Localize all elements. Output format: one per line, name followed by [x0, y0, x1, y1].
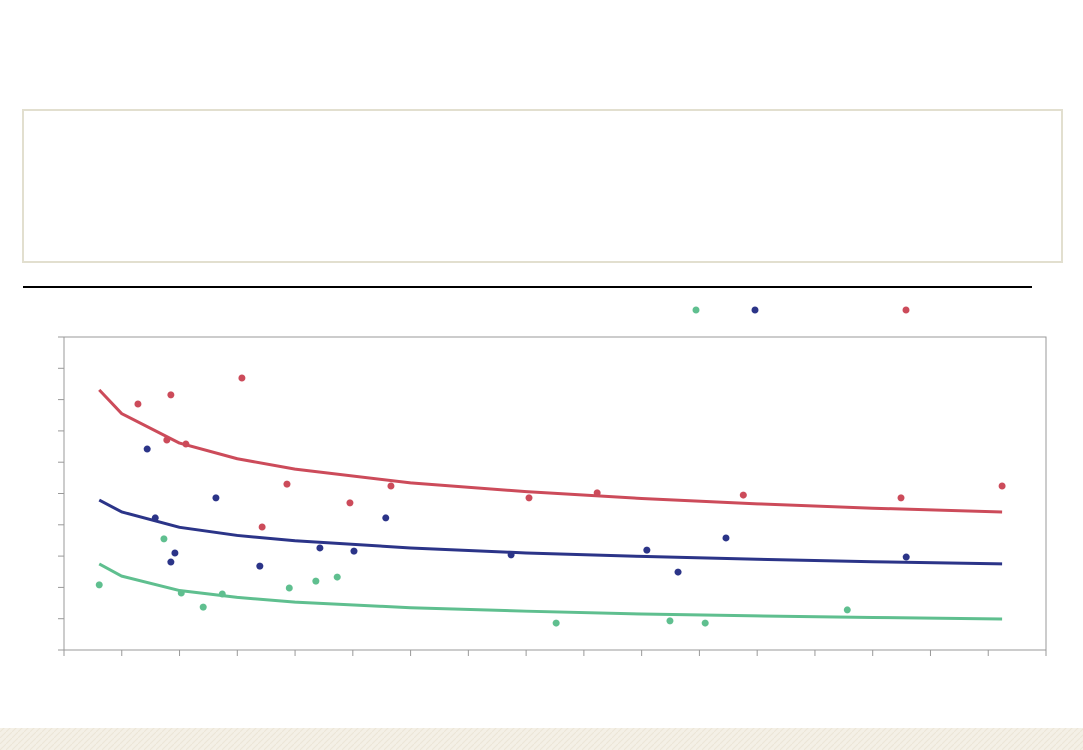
point [199, 603, 207, 611]
point [346, 499, 354, 507]
trend-line [98, 498, 1003, 566]
point [387, 482, 395, 490]
header-box [22, 109, 1063, 263]
point [160, 535, 168, 543]
point [134, 400, 142, 408]
point [674, 568, 682, 576]
point [998, 482, 1006, 490]
point [171, 549, 179, 557]
point [285, 584, 293, 592]
point [167, 391, 175, 399]
point [525, 494, 533, 502]
trend-line [98, 388, 1003, 514]
point [739, 491, 747, 499]
point [212, 494, 220, 502]
point [167, 558, 175, 566]
point [902, 553, 910, 561]
point [238, 374, 246, 382]
point [95, 581, 103, 589]
point [382, 514, 390, 522]
point [312, 577, 320, 585]
point [897, 494, 905, 502]
point [666, 617, 674, 625]
trend-line [98, 562, 1003, 621]
point [256, 562, 264, 570]
footer-strip [0, 728, 1083, 750]
point [701, 619, 709, 627]
point [283, 480, 291, 488]
point [333, 573, 341, 581]
point [316, 544, 324, 552]
point [350, 547, 358, 555]
point [843, 606, 851, 614]
legend-swatch [751, 306, 759, 314]
point [552, 619, 560, 627]
point [258, 523, 266, 531]
point [643, 546, 651, 554]
legend-swatch [902, 306, 910, 314]
point [143, 445, 151, 453]
point [722, 534, 730, 542]
legend-swatch [692, 306, 700, 314]
